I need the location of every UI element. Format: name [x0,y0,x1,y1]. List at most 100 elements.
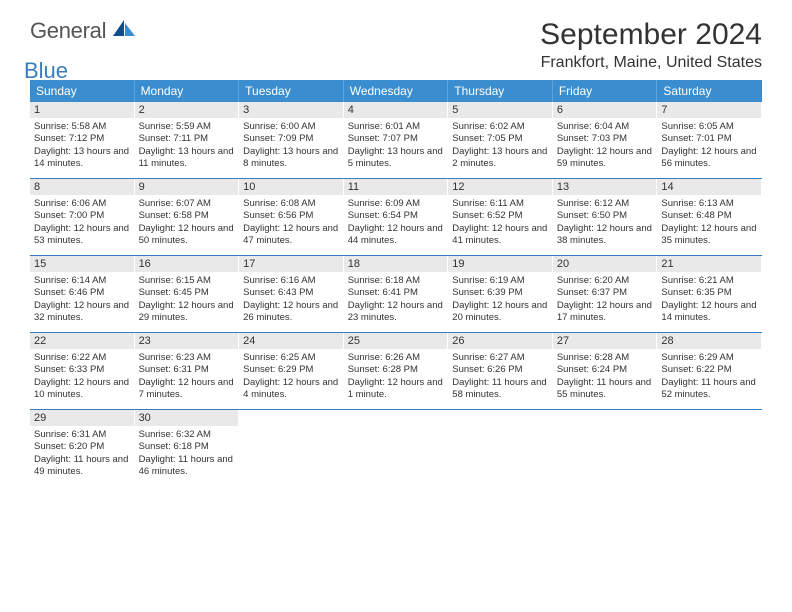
day-number: 7 [657,102,761,118]
header: General Blue September 2024 Frankfort, M… [30,18,762,72]
daylight-line: Daylight: 11 hours and 58 minutes. [452,377,548,402]
sunset-line: Sunset: 6:50 PM [557,210,653,222]
empty-cell [239,410,344,486]
week-row: 29Sunrise: 6:31 AMSunset: 6:20 PMDayligh… [30,410,762,486]
sunset-line: Sunset: 6:54 PM [348,210,444,222]
empty-cell [448,410,553,486]
daylight-line: Daylight: 12 hours and 4 minutes. [243,377,339,402]
brand-logo: General Blue [30,18,135,70]
weekday-header: Thursday [448,80,553,102]
sunset-line: Sunset: 7:07 PM [348,133,444,145]
day-number: 25 [344,333,448,349]
sunset-line: Sunset: 6:52 PM [452,210,548,222]
weekday-header: Monday [135,80,240,102]
day-number: 3 [239,102,343,118]
daylight-line: Daylight: 12 hours and 44 minutes. [348,223,444,248]
sunset-line: Sunset: 7:05 PM [452,133,548,145]
day-cell: 22Sunrise: 6:22 AMSunset: 6:33 PMDayligh… [30,333,135,409]
daylight-line: Daylight: 12 hours and 56 minutes. [661,146,757,171]
day-number: 9 [135,179,239,195]
day-cell: 23Sunrise: 6:23 AMSunset: 6:31 PMDayligh… [135,333,240,409]
day-cell: 11 Sunrise: 6:09 AMSunset: 6:54 PMDayligh… [344,179,449,255]
sunrise-line: Sunrise: 6:09 AM [348,198,444,210]
daylight-line: Daylight: 12 hours and 1 minute. [348,377,444,402]
day-cell: 16Sunrise: 6:15 AMSunset: 6:45 PMDayligh… [135,256,240,332]
day-number: 18 [344,256,448,272]
sunset-line: Sunset: 6:24 PM [557,364,653,376]
day-number: 4 [344,102,448,118]
daylight-line: Daylight: 12 hours and 29 minutes. [139,300,235,325]
day-cell: 13Sunrise: 6:12 AMSunset: 6:50 PMDayligh… [553,179,658,255]
sunrise-line: Sunrise: 6:16 AM [243,275,339,287]
daylight-line: Daylight: 13 hours and 5 minutes. [348,146,444,171]
week-row: 8Sunrise: 6:06 AMSunset: 7:00 PMDaylight… [30,179,762,256]
daylight-line: Daylight: 11 hours and 46 minutes. [139,454,235,479]
sunrise-line: Sunrise: 6:26 AM [348,352,444,364]
day-cell: 18Sunrise: 6:18 AMSunset: 6:41 PMDayligh… [344,256,449,332]
daylight-line: Daylight: 12 hours and 53 minutes. [34,223,130,248]
sunset-line: Sunset: 6:29 PM [243,364,339,376]
day-number: 27 [553,333,657,349]
sunrise-line: Sunrise: 6:28 AM [557,352,653,364]
sunset-line: Sunset: 6:45 PM [139,287,235,299]
sunrise-line: Sunrise: 6:05 AM [661,121,757,133]
sunset-line: Sunset: 6:20 PM [34,441,130,453]
day-cell: 4Sunrise: 6:01 AMSunset: 7:07 PMDaylight… [344,102,449,178]
weekday-header: Friday [553,80,658,102]
logo-text-wrap: General Blue [30,18,135,70]
day-cell: 12Sunrise: 6:11 AMSunset: 6:52 PMDayligh… [448,179,553,255]
day-number: 22 [30,333,134,349]
daylight-line: Daylight: 11 hours and 49 minutes. [34,454,130,479]
sunset-line: Sunset: 6:22 PM [661,364,757,376]
daylight-line: Daylight: 13 hours and 11 minutes. [139,146,235,171]
sunrise-line: Sunrise: 6:06 AM [34,198,130,210]
day-cell: 27Sunrise: 6:28 AMSunset: 6:24 PMDayligh… [553,333,658,409]
empty-cell [344,410,449,486]
daylight-line: Daylight: 12 hours and 14 minutes. [661,300,757,325]
weekday-header: Saturday [657,80,762,102]
weekday-header: Wednesday [344,80,449,102]
day-cell: 5Sunrise: 6:02 AMSunset: 7:05 PMDaylight… [448,102,553,178]
day-number: 2 [135,102,239,118]
location: Frankfort, Maine, United States [540,54,762,72]
sunrise-line: Sunrise: 6:04 AM [557,121,653,133]
day-number: 10 [239,179,343,195]
day-cell: 9Sunrise: 6:07 AMSunset: 6:58 PMDaylight… [135,179,240,255]
day-number: 20 [553,256,657,272]
day-cell: 21Sunrise: 6:21 AMSunset: 6:35 PMDayligh… [657,256,762,332]
day-number: 19 [448,256,552,272]
sunset-line: Sunset: 6:26 PM [452,364,548,376]
sunset-line: Sunset: 6:46 PM [34,287,130,299]
day-cell: 1Sunrise: 5:58 AMSunset: 7:12 PMDaylight… [30,102,135,178]
sunrise-line: Sunrise: 6:19 AM [452,275,548,287]
week-row: 15Sunrise: 6:14 AMSunset: 6:46 PMDayligh… [30,256,762,333]
weekday-header: Sunday [30,80,135,102]
sunrise-line: Sunrise: 6:02 AM [452,121,548,133]
sunrise-line: Sunrise: 6:11 AM [452,198,548,210]
month-title: September 2024 [540,18,762,52]
sunset-line: Sunset: 7:12 PM [34,133,130,145]
day-number: 13 [553,179,657,195]
sunset-line: Sunset: 6:39 PM [452,287,548,299]
day-number: 8 [30,179,134,195]
sunset-line: Sunset: 6:41 PM [348,287,444,299]
daylight-line: Daylight: 13 hours and 2 minutes. [452,146,548,171]
day-cell: 29Sunrise: 6:31 AMSunset: 6:20 PMDayligh… [30,410,135,486]
day-number: 11 [344,179,448,195]
calendar-page: General Blue September 2024 Frankfort, M… [0,0,792,486]
daylight-line: Daylight: 12 hours and 20 minutes. [452,300,548,325]
day-number: 15 [30,256,134,272]
day-cell: 28Sunrise: 6:29 AMSunset: 6:22 PMDayligh… [657,333,762,409]
day-cell: 10Sunrise: 6:08 AMSunset: 6:56 PMDayligh… [239,179,344,255]
daylight-line: Daylight: 13 hours and 14 minutes. [34,146,130,171]
sunrise-line: Sunrise: 6:00 AM [243,121,339,133]
sunrise-line: Sunrise: 6:31 AM [34,429,130,441]
sail-icon [113,20,135,43]
day-cell: 30Sunrise: 6:32 AMSunset: 6:18 PMDayligh… [135,410,240,486]
sunrise-line: Sunrise: 6:29 AM [661,352,757,364]
day-cell: 14Sunrise: 6:13 AMSunset: 6:48 PMDayligh… [657,179,762,255]
day-number: 24 [239,333,343,349]
sunrise-line: Sunrise: 6:32 AM [139,429,235,441]
sunset-line: Sunset: 6:33 PM [34,364,130,376]
daylight-line: Daylight: 12 hours and 10 minutes. [34,377,130,402]
